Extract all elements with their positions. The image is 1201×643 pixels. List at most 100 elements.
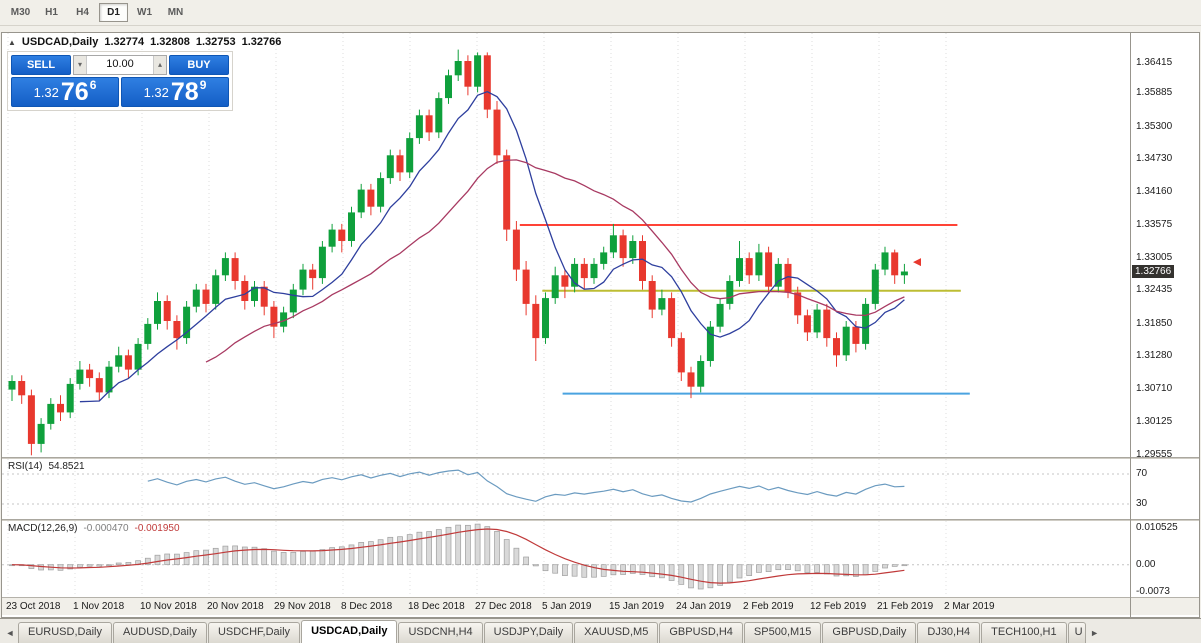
- date-axis-label: 18 Dec 2018: [408, 601, 465, 612]
- price-pane: ▲ USDCAD,Daily 1.32774 1.32808 1.32753 1…: [2, 33, 1199, 457]
- ohlc-open: 1.32774: [104, 36, 145, 48]
- price-tick-label: 1.34160: [1136, 185, 1173, 197]
- chart-symbol-label: USDCAD,Daily: [21, 36, 99, 48]
- chart-tab-audusd-daily[interactable]: AUDUSD,Daily: [112, 622, 207, 643]
- chart-tab-usdcad-daily[interactable]: USDCAD,Daily: [301, 620, 398, 643]
- chart-tab-usdjpy-daily[interactable]: USDJPY,Daily: [483, 622, 574, 643]
- macd-axis-label: 0.00: [1136, 558, 1156, 570]
- price-chart-canvas[interactable]: [2, 33, 1130, 457]
- volume-control: ▾ 10.00 ▴: [73, 55, 167, 75]
- date-axis-label: 2 Mar 2019: [944, 601, 995, 612]
- price-tick-label: 1.33575: [1136, 219, 1173, 231]
- sell-button[interactable]: SELL: [11, 55, 71, 75]
- price-tick-label: 1.31850: [1136, 317, 1173, 329]
- price-tick-label: 1.36415: [1136, 57, 1173, 68]
- rsi-chart-canvas[interactable]: [2, 459, 1130, 519]
- chart-tab-usdchf-daily[interactable]: USDCHF,Daily: [207, 622, 301, 643]
- macd-chart-canvas[interactable]: [2, 521, 1130, 597]
- date-axis-label: 10 Nov 2018: [140, 601, 197, 612]
- date-axis-label: 12 Feb 2019: [810, 601, 867, 612]
- date-axis-label: 23 Oct 2018: [6, 601, 61, 612]
- one-click-trading-panel: SELL ▾ 10.00 ▴ BUY 1.32 76 6 1.32 78 9: [7, 51, 233, 111]
- ma-fast-line: [79, 90, 905, 403]
- candles-layer: [8, 49, 908, 456]
- date-axis-label: 20 Nov 2018: [207, 601, 264, 612]
- tabs-scroll-right-icon[interactable]: ►: [1090, 628, 1100, 638]
- price-tick-label: 1.32435: [1136, 284, 1173, 296]
- rsi-level-label: 70: [1136, 468, 1148, 479]
- sell-price-main: 1.32: [33, 84, 59, 100]
- macd-main-value: -0.000470: [83, 523, 129, 534]
- sell-price-pips: 76: [60, 78, 89, 106]
- chart-tab-eurusd-daily[interactable]: EURUSD,Daily: [18, 622, 112, 643]
- buy-price-point: 9: [199, 78, 207, 92]
- chart-tab-dj30-h4[interactable]: DJ30,H4: [917, 622, 981, 643]
- date-axis-label: 5 Jan 2019: [542, 601, 592, 612]
- chart-tab-sp500-m15[interactable]: SP500,M15: [743, 622, 822, 643]
- volume-increase-icon[interactable]: ▴: [153, 56, 166, 74]
- ohlc-low: 1.32753: [195, 36, 236, 48]
- chart-tab-xauusd-m5[interactable]: XAUUSD,M5: [574, 622, 659, 643]
- pane-splitter[interactable]: [2, 519, 1199, 521]
- price-tick-label: 1.35885: [1136, 87, 1173, 99]
- macd-axis-label: -0.0073: [1136, 586, 1170, 597]
- rsi-grid: [2, 459, 1130, 519]
- tabs-scroll-left-icon[interactable]: ◄: [5, 628, 15, 638]
- macd-pane: MACD(12,26,9) -0.000470 -0.001950 0.0105…: [2, 521, 1199, 597]
- price-tick-label: 1.30710: [1136, 383, 1173, 394]
- date-axis-label: 21 Feb 2019: [877, 601, 934, 612]
- rsi-pane: RSI(14) 54.8521 70 30: [2, 459, 1199, 519]
- chart-tab-gbpusd-daily[interactable]: GBPUSD,Daily: [822, 622, 917, 643]
- date-axis-label: 1 Nov 2018: [73, 601, 125, 612]
- price-tick-label: 1.29555: [1136, 449, 1173, 457]
- rsi-level-label: 30: [1136, 498, 1148, 509]
- date-axis-label: 2 Feb 2019: [743, 601, 794, 612]
- price-tick-label: 1.31280: [1136, 350, 1173, 362]
- chart-window: ▲ USDCAD,Daily 1.32774 1.32808 1.32753 1…: [1, 32, 1200, 618]
- buy-price-main: 1.32: [143, 84, 169, 100]
- timeframe-button-m30[interactable]: M30: [10, 7, 31, 18]
- timeframe-button-d1[interactable]: D1: [99, 3, 128, 22]
- buy-price-display[interactable]: 1.32 78 9: [121, 77, 229, 107]
- date-axis-label: 15 Jan 2019: [609, 601, 665, 612]
- sell-price-display[interactable]: 1.32 76 6: [11, 77, 119, 107]
- timeframe-button-w1[interactable]: W1: [137, 7, 152, 18]
- date-axis-label: 29 Nov 2018: [274, 601, 331, 612]
- buy-button[interactable]: BUY: [169, 55, 229, 75]
- chart-header: ▲ USDCAD,Daily 1.32774 1.32808 1.32753 1…: [8, 36, 281, 48]
- chart-tab-tech100-h1[interactable]: TECH100,H1: [981, 622, 1067, 643]
- macd-signal-line: [11, 528, 905, 584]
- pane-splitter[interactable]: [2, 457, 1199, 459]
- macd-grid: [2, 521, 1130, 597]
- timeframe-button-h4[interactable]: H4: [76, 7, 89, 18]
- ohlc-high: 1.32808: [150, 36, 190, 48]
- timeframe-button-mn[interactable]: MN: [167, 7, 184, 18]
- date-axis-label: 24 Jan 2019: [676, 601, 732, 612]
- date-axis-label: 8 Dec 2018: [341, 601, 393, 612]
- macd-label: MACD(12,26,9) -0.000470 -0.001950: [8, 523, 180, 534]
- macd-name: MACD(12,26,9): [8, 523, 78, 534]
- volume-input[interactable]: 10.00: [106, 58, 134, 70]
- price-tick-label: 1.30125: [1136, 416, 1173, 428]
- trade-marker-icon: [913, 258, 921, 267]
- price-tick-label: 1.33005: [1136, 251, 1173, 263]
- chart-tabbar: ◄ EURUSD,Daily AUDUSD,Daily USDCHF,Daily USD…: [0, 618, 1201, 643]
- volume-decrease-icon[interactable]: ▾: [74, 56, 87, 74]
- date-axis-label: 27 Dec 2018: [475, 601, 532, 612]
- price-tick-label: 1.35300: [1136, 120, 1173, 132]
- date-axis: 23 Oct 2018 1 Nov 2018 10 Nov 2018 20 Nov 2…: [2, 597, 1199, 615]
- rsi-label: RSI(14) 54.8521: [8, 461, 85, 472]
- macd-axis-label: 0.010525: [1136, 522, 1178, 533]
- chart-tab-gbpusd-h4[interactable]: GBPUSD,H4: [659, 622, 743, 643]
- timeframe-button-h1[interactable]: H1: [45, 7, 58, 18]
- collapse-trade-panel-icon[interactable]: ▲: [8, 37, 16, 47]
- rsi-line: [147, 469, 905, 503]
- sell-price-point: 6: [89, 78, 97, 92]
- macd-signal-value: -0.001950: [134, 523, 180, 534]
- price-tick-label: 1.34730: [1136, 153, 1173, 165]
- current-price-badge: 1.32766: [1132, 264, 1175, 278]
- chart-tab-usdcnh-h4[interactable]: USDCNH,H4: [398, 622, 483, 643]
- horizontal-trendlines[interactable]: [519, 224, 970, 395]
- ma-slow-line: [205, 159, 905, 363]
- chart-tab-u[interactable]: U: [1067, 622, 1086, 643]
